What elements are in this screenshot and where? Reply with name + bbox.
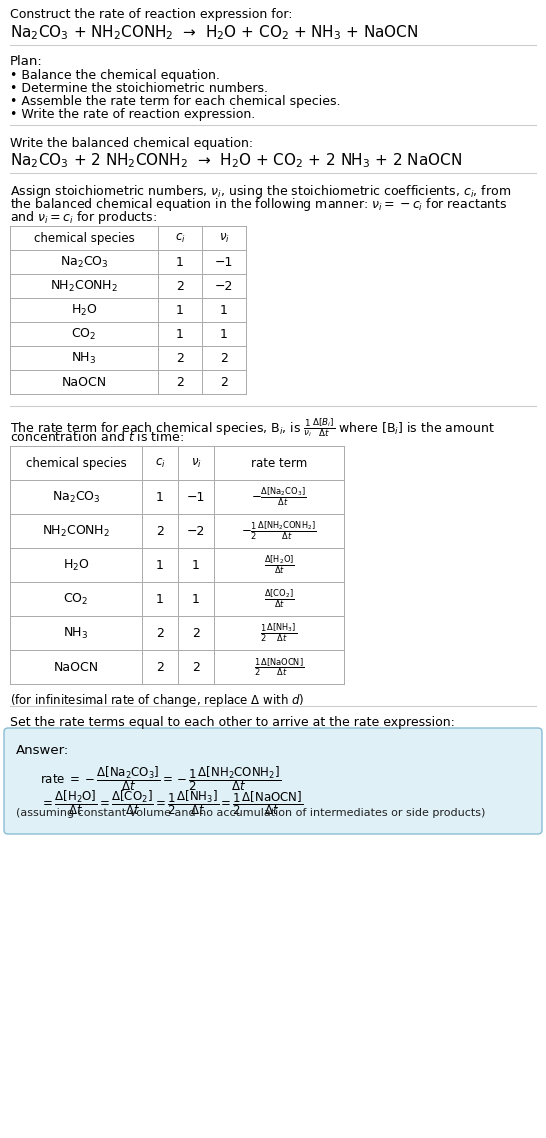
Text: $\nu_i$: $\nu_i$ [191, 456, 201, 470]
Text: NH$_3$: NH$_3$ [63, 626, 88, 641]
Text: Assign stoichiometric numbers, $\nu_i$, using the stoichiometric coefficients, $: Assign stoichiometric numbers, $\nu_i$, … [10, 183, 511, 200]
Text: $\frac{\Delta[\mathrm{H_2O}]}{\Delta t}$: $\frac{\Delta[\mathrm{H_2O}]}{\Delta t}$ [264, 554, 294, 576]
Text: NH$_2$CONH$_2$: NH$_2$CONH$_2$ [42, 523, 110, 538]
Text: $= \dfrac{\Delta[\mathrm{H_2O}]}{\Delta t} = \dfrac{\Delta[\mathrm{CO_2}]}{\Delt: $= \dfrac{\Delta[\mathrm{H_2O}]}{\Delta … [40, 787, 304, 817]
Text: 1: 1 [192, 593, 200, 605]
Text: Write the balanced chemical equation:: Write the balanced chemical equation: [10, 137, 253, 150]
Text: Na$_2$CO$_3$ + NH$_2$CONH$_2$  →  H$_2$O + CO$_2$ + NH$_3$ + NaOCN: Na$_2$CO$_3$ + NH$_2$CONH$_2$ → H$_2$O +… [10, 23, 418, 42]
Text: • Balance the chemical equation.: • Balance the chemical equation. [10, 69, 220, 82]
Text: −2: −2 [187, 525, 205, 537]
Text: and $\nu_i = c_i$ for products:: and $\nu_i = c_i$ for products: [10, 209, 157, 226]
Text: −1: −1 [215, 256, 233, 269]
Text: 1: 1 [156, 490, 164, 503]
Text: NaOCN: NaOCN [62, 376, 106, 388]
Text: 2: 2 [192, 660, 200, 674]
Text: CO$_2$: CO$_2$ [63, 592, 88, 607]
Text: NH$_3$: NH$_3$ [72, 351, 97, 365]
Text: CO$_2$: CO$_2$ [72, 327, 97, 341]
Text: • Write the rate of reaction expression.: • Write the rate of reaction expression. [10, 108, 255, 121]
Text: • Determine the stoichiometric numbers.: • Determine the stoichiometric numbers. [10, 82, 268, 94]
Text: 2: 2 [176, 352, 184, 364]
Text: • Assemble the rate term for each chemical species.: • Assemble the rate term for each chemic… [10, 94, 341, 108]
Text: H$_2$O: H$_2$O [71, 303, 97, 318]
Text: 2: 2 [156, 525, 164, 537]
Text: $\frac{1}{2}\frac{\Delta[\mathrm{NaOCN}]}{\Delta t}$: $\frac{1}{2}\frac{\Delta[\mathrm{NaOCN}]… [254, 657, 304, 678]
Text: H$_2$O: H$_2$O [63, 558, 90, 572]
Text: $c_i$: $c_i$ [175, 231, 185, 245]
Text: 1: 1 [176, 304, 184, 316]
Text: 2: 2 [220, 376, 228, 388]
FancyBboxPatch shape [4, 728, 542, 834]
Text: 1: 1 [156, 559, 164, 571]
Text: $\frac{\Delta[\mathrm{CO_2}]}{\Delta t}$: $\frac{\Delta[\mathrm{CO_2}]}{\Delta t}$ [264, 587, 294, 610]
Text: The rate term for each chemical species, B$_i$, is $\frac{1}{\nu_i}\frac{\Delta[: The rate term for each chemical species,… [10, 417, 495, 439]
Text: Na$_2$CO$_3$: Na$_2$CO$_3$ [52, 489, 100, 504]
Text: Na$_2$CO$_3$ + 2 NH$_2$CONH$_2$  →  H$_2$O + CO$_2$ + 2 NH$_3$ + 2 NaOCN: Na$_2$CO$_3$ + 2 NH$_2$CONH$_2$ → H$_2$O… [10, 151, 462, 170]
Text: −2: −2 [215, 280, 233, 292]
Text: the balanced chemical equation in the following manner: $\nu_i = -c_i$ for react: the balanced chemical equation in the fo… [10, 196, 507, 213]
Text: $-\frac{1}{2}\frac{\Delta[\mathrm{NH_2CONH_2}]}{\Delta t}$: $-\frac{1}{2}\frac{\Delta[\mathrm{NH_2CO… [241, 520, 317, 542]
Text: NaOCN: NaOCN [54, 660, 99, 674]
Text: Set the rate terms equal to each other to arrive at the rate expression:: Set the rate terms equal to each other t… [10, 716, 455, 729]
Text: 1: 1 [220, 328, 228, 340]
Text: (for infinitesimal rate of change, replace Δ with $d$): (for infinitesimal rate of change, repla… [10, 692, 305, 709]
Text: $-\frac{\Delta[\mathrm{Na_2CO_3}]}{\Delta t}$: $-\frac{\Delta[\mathrm{Na_2CO_3}]}{\Delt… [251, 486, 307, 509]
Text: −1: −1 [187, 490, 205, 503]
Text: rate term: rate term [251, 456, 307, 470]
Text: 2: 2 [192, 627, 200, 640]
Text: Na$_2$CO$_3$: Na$_2$CO$_3$ [60, 255, 108, 270]
Text: $c_i$: $c_i$ [155, 456, 165, 470]
Text: Plan:: Plan: [10, 55, 43, 68]
Text: 2: 2 [156, 660, 164, 674]
Text: 1: 1 [176, 256, 184, 269]
Text: Construct the rate of reaction expression for:: Construct the rate of reaction expressio… [10, 8, 293, 20]
Text: NH$_2$CONH$_2$: NH$_2$CONH$_2$ [50, 279, 118, 294]
Text: 1: 1 [220, 304, 228, 316]
Text: $\frac{1}{2}\frac{\Delta[\mathrm{NH_3}]}{\Delta t}$: $\frac{1}{2}\frac{\Delta[\mathrm{NH_3}]}… [260, 621, 298, 644]
Text: 1: 1 [192, 559, 200, 571]
Text: 1: 1 [176, 328, 184, 340]
Text: rate $= -\dfrac{\Delta[\mathrm{Na_2CO_3}]}{\Delta t} = -\dfrac{1}{2}\dfrac{\Delt: rate $= -\dfrac{\Delta[\mathrm{Na_2CO_3}… [40, 764, 281, 793]
Text: 2: 2 [220, 352, 228, 364]
Text: concentration and $t$ is time:: concentration and $t$ is time: [10, 430, 184, 444]
Text: chemical species: chemical species [34, 231, 134, 245]
Text: 2: 2 [176, 280, 184, 292]
Text: 2: 2 [176, 376, 184, 388]
Text: 1: 1 [156, 593, 164, 605]
Text: (assuming constant volume and no accumulation of intermediates or side products): (assuming constant volume and no accumul… [16, 808, 485, 818]
Text: $\nu_i$: $\nu_i$ [218, 231, 229, 245]
Text: chemical species: chemical species [26, 456, 126, 470]
Text: Answer:: Answer: [16, 744, 69, 757]
Text: 2: 2 [156, 627, 164, 640]
